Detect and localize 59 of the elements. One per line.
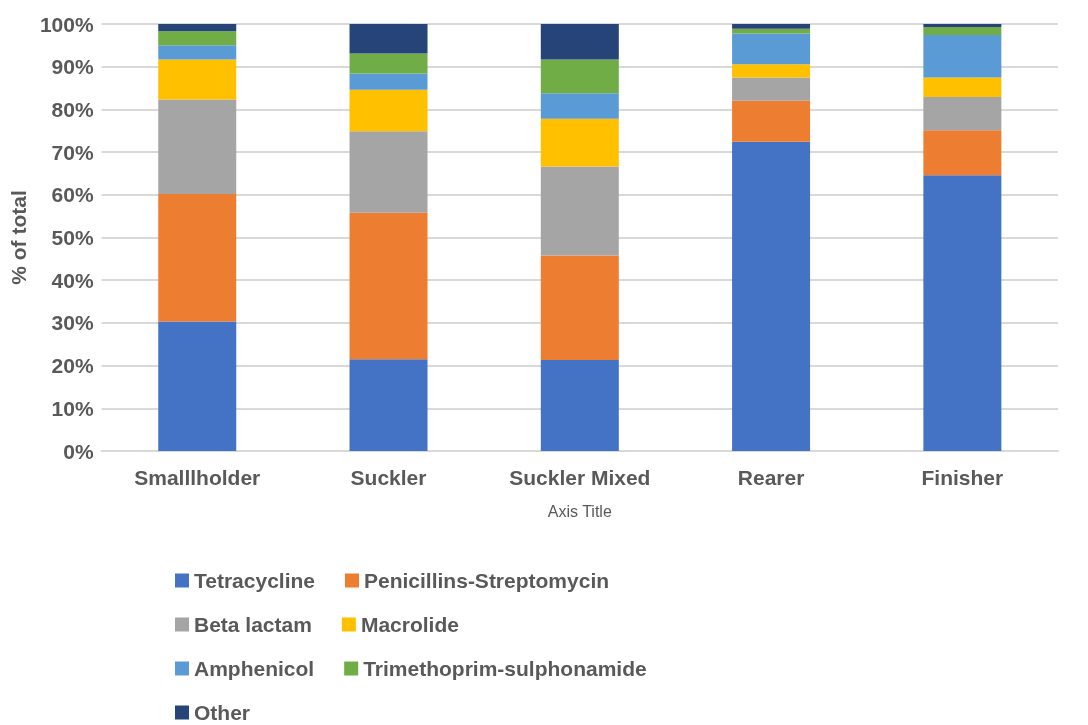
bar xyxy=(158,321,237,451)
y-tick-label: 70% xyxy=(51,140,94,164)
bar xyxy=(923,24,1002,27)
bar xyxy=(540,59,619,94)
bar xyxy=(158,193,237,322)
bar xyxy=(923,130,1002,176)
bar xyxy=(158,59,237,100)
legend-label: Macrolide xyxy=(360,613,459,636)
x-tick-label: Suckler Mixed xyxy=(509,466,651,489)
y-tick-label: 10% xyxy=(51,396,94,420)
bar xyxy=(158,31,237,46)
bar xyxy=(349,359,428,451)
bar xyxy=(923,97,1002,131)
y-tick-label: 50% xyxy=(51,226,94,249)
y-tick-label: 20% xyxy=(51,354,94,378)
y-tick-label: 40% xyxy=(51,268,94,292)
bar xyxy=(540,255,619,361)
y-tick-label: 80% xyxy=(51,97,94,121)
x-tick-label: Smalllholder xyxy=(134,466,261,489)
bar xyxy=(732,77,811,101)
legend-label: Trimethoprim-sulphonamide xyxy=(363,657,647,680)
bar xyxy=(732,64,811,78)
legend-label: Beta lactam xyxy=(194,613,312,636)
y-tick-label: 30% xyxy=(51,311,94,335)
bar xyxy=(732,24,811,29)
legend-label: Other xyxy=(194,701,251,724)
bar xyxy=(349,131,428,213)
bar xyxy=(540,24,619,60)
bar xyxy=(540,93,619,119)
bar xyxy=(732,141,811,451)
y-tick-label: 90% xyxy=(51,55,94,79)
legend-label: Penicillins-Streptomycin xyxy=(364,569,610,592)
x-tick-label: Rearer xyxy=(737,466,805,489)
y-tick-label: 100% xyxy=(39,12,94,36)
x-tick-label: Finisher xyxy=(921,466,1004,489)
bar xyxy=(158,99,237,194)
bar xyxy=(158,24,237,32)
bar xyxy=(540,360,619,451)
y-axis-title: % of total xyxy=(7,190,30,285)
bar xyxy=(923,26,1002,36)
bar xyxy=(349,212,428,360)
bar xyxy=(349,73,428,90)
bar xyxy=(540,118,619,167)
legend-label: Tetracycline xyxy=(194,569,316,592)
bar xyxy=(923,77,1002,98)
bar xyxy=(349,24,428,54)
bar xyxy=(540,166,619,256)
x-tick-label: Suckler xyxy=(350,466,427,489)
y-tick-label: 60% xyxy=(51,183,94,207)
bar xyxy=(349,89,428,132)
y-tick-label: 0% xyxy=(63,439,94,463)
bar xyxy=(349,53,428,74)
bar xyxy=(158,45,237,60)
bar xyxy=(732,100,811,142)
x-axis-title: Axis Title xyxy=(547,502,612,520)
bar xyxy=(923,35,1002,78)
legend-label: Amphenicol xyxy=(194,657,315,680)
bar xyxy=(732,33,811,65)
bar xyxy=(923,175,1002,451)
